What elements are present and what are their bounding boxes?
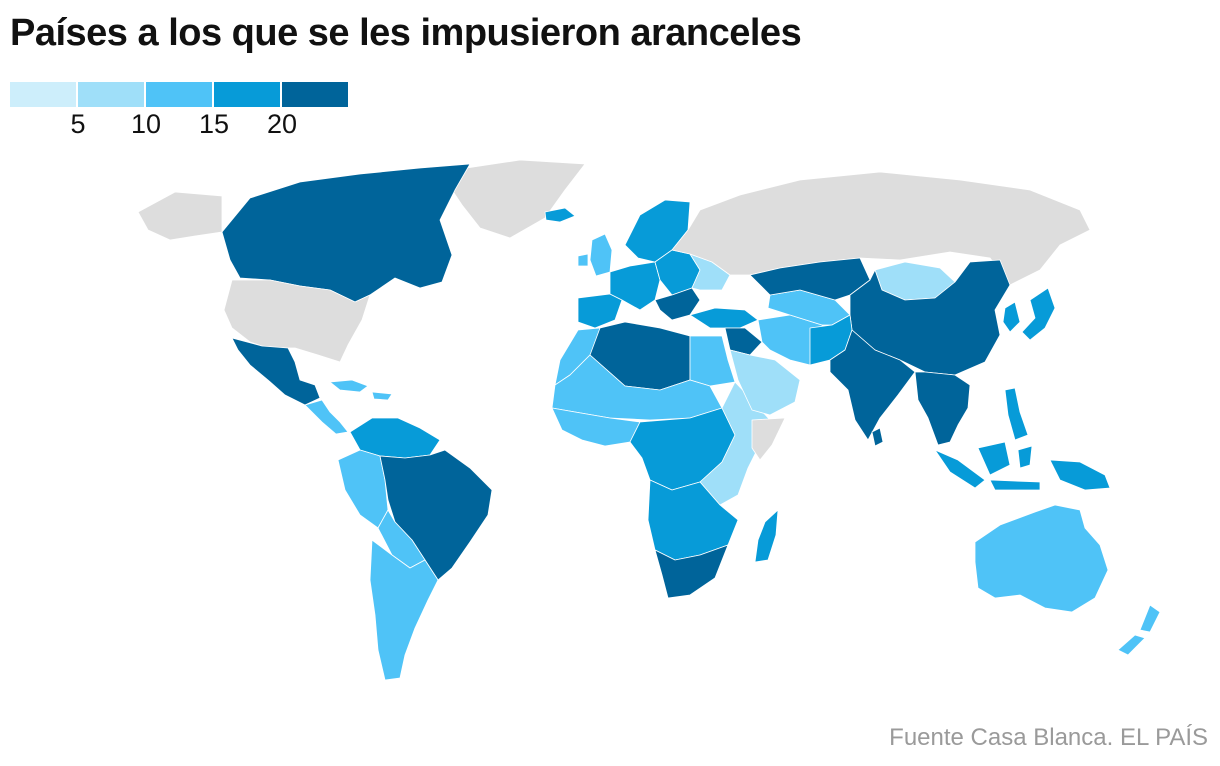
country-south-africa[interactable]	[654, 544, 729, 599]
country-peru-ecuador[interactable]	[337, 449, 389, 529]
country-arabia[interactable]	[729, 349, 801, 416]
legend-bar	[10, 82, 350, 107]
legend-swatch-2	[78, 82, 144, 107]
country-argentina-chile[interactable]	[369, 539, 439, 681]
country-mexico[interactable]	[231, 337, 321, 406]
source-note: Fuente Casa Blanca. EL PAÍS	[889, 724, 1208, 751]
country-japan[interactable]	[1021, 287, 1056, 341]
country-turkey[interactable]	[689, 307, 759, 329]
country-greenland[interactable]	[439, 159, 586, 239]
map-title: Países a los que se les impusieron aranc…	[10, 12, 802, 54]
legend-tick-15: 15	[198, 109, 230, 139]
legend-tick-5: 5	[70, 109, 86, 139]
country-caribbean[interactable]	[329, 379, 393, 401]
country-horn-somalia[interactable]	[751, 417, 786, 461]
country-balkans[interactable]	[654, 287, 701, 321]
country-middle-east[interactable]	[724, 327, 763, 356]
legend-swatch-5	[282, 82, 348, 107]
country-sri-lanka[interactable]	[871, 427, 884, 447]
country-india[interactable]	[829, 329, 916, 441]
country-indonesia[interactable]	[934, 441, 1041, 491]
legend-tick-20: 20	[266, 109, 298, 139]
legend-labels: 5 10 15 20	[10, 107, 350, 139]
country-iberia[interactable]	[577, 293, 623, 329]
country-central-america[interactable]	[304, 399, 349, 435]
country-alaska[interactable]	[137, 191, 223, 241]
country-korea[interactable]	[1002, 301, 1021, 333]
country-new-guinea[interactable]	[1049, 459, 1111, 491]
legend-swatch-3	[146, 82, 212, 107]
country-philippines[interactable]	[1004, 387, 1029, 441]
color-legend: 5 10 15 20	[10, 82, 350, 139]
country-australia[interactable]	[974, 504, 1109, 613]
legend-tick-10: 10	[130, 109, 162, 139]
country-southeast-asia[interactable]	[914, 371, 971, 446]
country-brazil[interactable]	[379, 449, 493, 581]
country-uk-ireland[interactable]	[577, 233, 613, 277]
world-map	[137, 159, 1161, 681]
country-madagascar[interactable]	[754, 509, 779, 563]
country-new-zealand[interactable]	[1117, 604, 1161, 656]
legend-swatch-4	[214, 82, 280, 107]
country-iceland[interactable]	[544, 207, 576, 223]
country-usa[interactable]	[223, 279, 371, 363]
legend-swatch-1	[10, 82, 76, 107]
